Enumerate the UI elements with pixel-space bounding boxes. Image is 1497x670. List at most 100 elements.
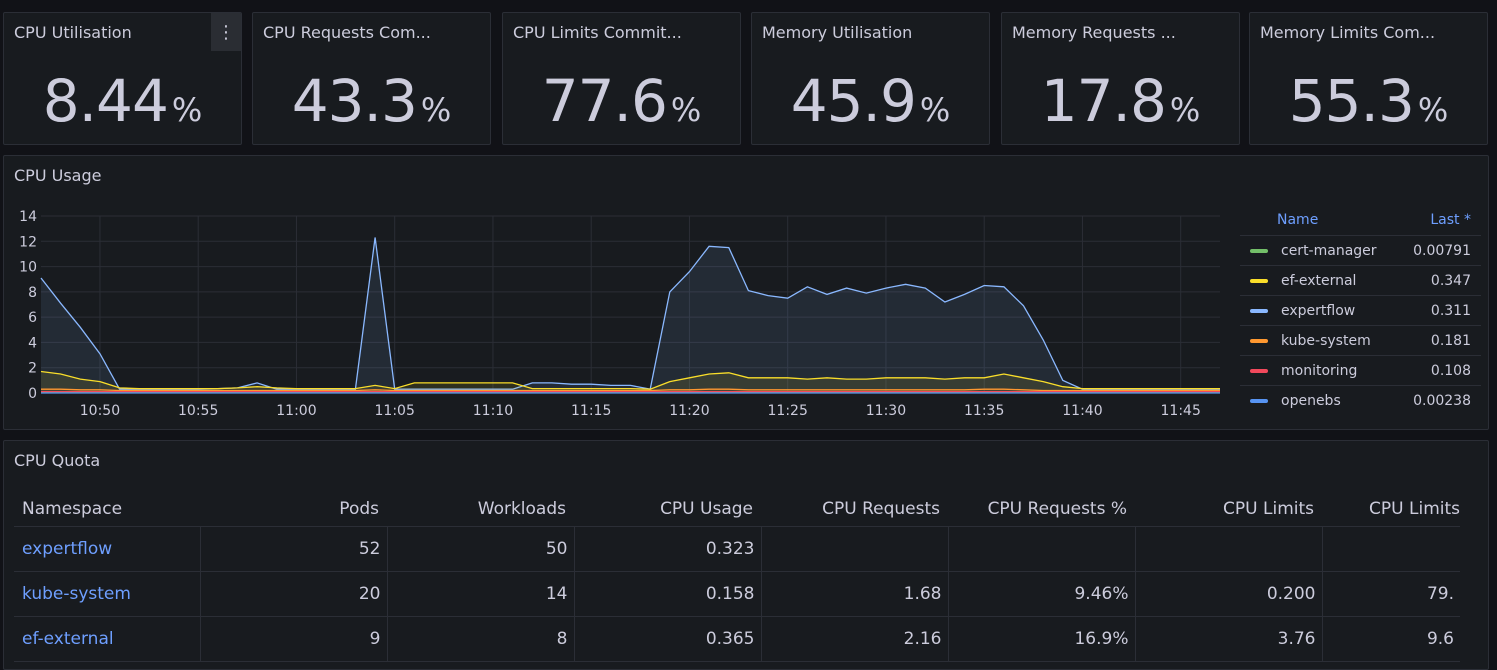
table-cell <box>948 527 1135 572</box>
x-tick-label: 11:20 <box>669 403 709 419</box>
x-tick-label: 11:00 <box>276 403 316 419</box>
legend-item-last: 0.108 <box>1431 363 1471 379</box>
stat-value: 8.44% <box>4 67 241 135</box>
column-header-cpu-requests[interactable]: CPU Requests <box>761 491 948 527</box>
column-header-workloads[interactable]: Workloads <box>387 491 574 527</box>
legend-swatch <box>1250 309 1268 313</box>
column-header-cpu-limits[interactable]: CPU Limits <box>1135 491 1322 527</box>
legend-swatch <box>1250 399 1268 403</box>
legend-item-last: 0.181 <box>1431 333 1471 349</box>
cpu-quota-panel[interactable]: CPU Quota Namespace Pods Workloads CPU U… <box>3 440 1489 670</box>
column-header-namespace[interactable]: Namespace <box>14 491 200 527</box>
table-cell <box>761 527 948 572</box>
x-tick-label: 10:50 <box>80 403 120 419</box>
table-cell: 1.68 <box>761 572 948 617</box>
table-cell: 9 <box>200 617 387 662</box>
column-header-cpu-limits-pct[interactable]: CPU Limits <box>1322 491 1460 527</box>
table-cell: 9.6 <box>1322 617 1460 662</box>
stat-value: 55.3% <box>1250 67 1487 135</box>
table-cell: 52 <box>200 527 387 572</box>
legend-swatch <box>1250 339 1268 343</box>
x-tick-label: 11:15 <box>571 403 611 419</box>
column-header-cpu-usage[interactable]: CPU Usage <box>574 491 761 527</box>
stat-title: CPU Requests Com... <box>263 23 431 42</box>
y-tick-label: 12 <box>19 234 37 250</box>
stat-title: CPU Utilisation <box>14 23 132 42</box>
table-row: kube-system 20 14 0.158 1.68 9.46% 0.200… <box>14 572 1460 617</box>
legend-item[interactable]: cert-manager 0.00791 <box>1240 235 1481 265</box>
stat-title: CPU Limits Commit... <box>513 23 682 42</box>
legend-item-last: 0.00238 <box>1413 393 1471 409</box>
legend-header: Name Last * <box>1240 205 1481 235</box>
kebab-menu-icon[interactable]: ⋮ <box>211 13 241 51</box>
legend-swatch <box>1250 249 1268 253</box>
table-cell: 0.200 <box>1135 572 1322 617</box>
legend-swatch <box>1250 369 1268 373</box>
table-cell: 8 <box>387 617 574 662</box>
stat-value: 43.3% <box>253 67 490 135</box>
x-tick-label: 11:30 <box>866 403 906 419</box>
x-tick-label: 11:05 <box>375 403 415 419</box>
namespace-link[interactable]: expertflow <box>14 527 200 572</box>
legend-item[interactable]: monitoring 0.108 <box>1240 355 1481 385</box>
legend-item-last: 0.347 <box>1431 273 1471 289</box>
table-cell: 9.46% <box>948 572 1135 617</box>
y-tick-label: 10 <box>19 260 37 276</box>
column-header-pods[interactable]: Pods <box>200 491 387 527</box>
legend-item[interactable]: expertflow 0.311 <box>1240 295 1481 325</box>
x-tick-label: 10:55 <box>178 403 218 419</box>
y-tick-label: 8 <box>28 285 37 301</box>
stat-panel-cpu-utilisation[interactable]: CPU Utilisation ⋮ 8.44% <box>3 12 242 145</box>
table-cell: 50 <box>387 527 574 572</box>
x-tick-label: 11:35 <box>964 403 1004 419</box>
legend-swatch <box>1250 279 1268 283</box>
table-cell: 0.365 <box>574 617 761 662</box>
stat-panel-memory-limits[interactable]: Memory Limits Com... 55.3% <box>1249 12 1488 145</box>
series-area-expertflow <box>41 238 1220 394</box>
y-tick-label: 14 <box>19 209 37 225</box>
panel-title: CPU Quota <box>14 451 100 470</box>
table-cell: 14 <box>387 572 574 617</box>
column-header-cpu-requests-pct[interactable]: CPU Requests % <box>948 491 1135 527</box>
y-tick-label: 2 <box>28 361 37 377</box>
table-cell: 16.9% <box>948 617 1135 662</box>
table-cell: 20 <box>200 572 387 617</box>
stat-panel-memory-requests[interactable]: Memory Requests ... 17.8% <box>1001 12 1240 145</box>
x-tick-label: 11:10 <box>473 403 513 419</box>
y-tick-label: 4 <box>28 335 37 351</box>
stat-value: 45.9% <box>752 67 989 135</box>
legend-item[interactable]: ef-external 0.347 <box>1240 265 1481 295</box>
cpu-usage-chart[interactable]: 0 2 4 6 8 10 12 14 10:50 10:55 11:00 11:05 11:10 11:1… <box>4 156 1234 430</box>
legend-item-name: expertflow <box>1281 303 1431 319</box>
table-row: expertflow 52 50 0.323 <box>14 527 1460 572</box>
legend-item[interactable]: kube-system 0.181 <box>1240 325 1481 355</box>
y-tick-label: 6 <box>28 310 37 326</box>
chart-legend: Name Last * cert-manager 0.00791 ef-exte… <box>1240 205 1481 415</box>
x-tick-label: 11:40 <box>1062 403 1102 419</box>
stat-value: 17.8% <box>1002 67 1239 135</box>
stat-panel-cpu-limits[interactable]: CPU Limits Commit... 77.6% <box>502 12 741 145</box>
y-tick-label: 0 <box>28 386 37 402</box>
stat-title: Memory Requests ... <box>1012 23 1176 42</box>
legend-item-name: ef-external <box>1281 273 1431 289</box>
legend-item-name: openebs <box>1281 393 1413 409</box>
stat-title: Memory Utilisation <box>762 23 912 42</box>
namespace-link[interactable]: kube-system <box>14 572 200 617</box>
legend-item-last: 0.00791 <box>1413 243 1471 259</box>
legend-item-name: cert-manager <box>1281 243 1413 259</box>
stat-panel-cpu-requests[interactable]: CPU Requests Com... 43.3% <box>252 12 491 145</box>
legend-last-header[interactable]: Last * <box>1430 212 1471 228</box>
table-header-row: Namespace Pods Workloads CPU Usage CPU R… <box>14 491 1460 527</box>
legend-item[interactable]: openebs 0.00238 <box>1240 385 1481 415</box>
legend-item-name: kube-system <box>1281 333 1431 349</box>
table-cell: 0.323 <box>574 527 761 572</box>
stat-title: Memory Limits Com... <box>1260 23 1435 42</box>
x-tick-label: 11:25 <box>768 403 808 419</box>
stat-panel-memory-utilisation[interactable]: Memory Utilisation 45.9% <box>751 12 990 145</box>
table-cell: 79. <box>1322 572 1460 617</box>
namespace-link[interactable]: ef-external <box>14 617 200 662</box>
table-cell: 3.76 <box>1135 617 1322 662</box>
table-row: ef-external 9 8 0.365 2.16 16.9% 3.76 9.… <box>14 617 1460 662</box>
legend-name-header[interactable]: Name <box>1277 212 1318 228</box>
